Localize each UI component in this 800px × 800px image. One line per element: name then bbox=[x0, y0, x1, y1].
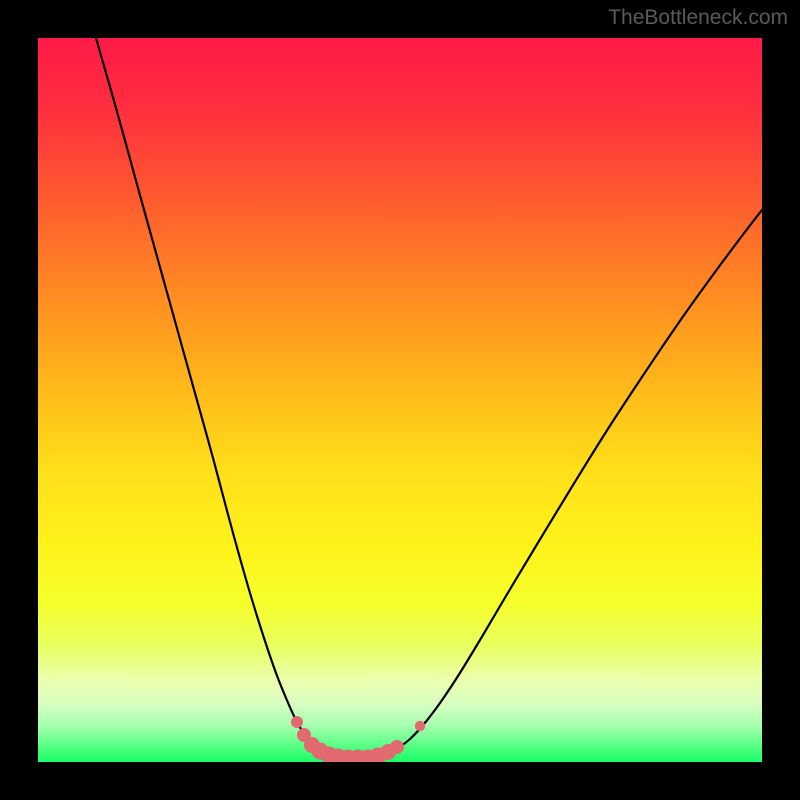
marker-cluster bbox=[291, 716, 425, 762]
marker-dot bbox=[291, 716, 303, 728]
curve-layer bbox=[38, 38, 762, 762]
plot-area bbox=[38, 38, 762, 762]
watermark-text: TheBottleneck.com bbox=[608, 6, 788, 30]
bottleneck-curve bbox=[96, 38, 762, 758]
marker-dot bbox=[415, 721, 425, 731]
marker-dot bbox=[390, 740, 404, 754]
